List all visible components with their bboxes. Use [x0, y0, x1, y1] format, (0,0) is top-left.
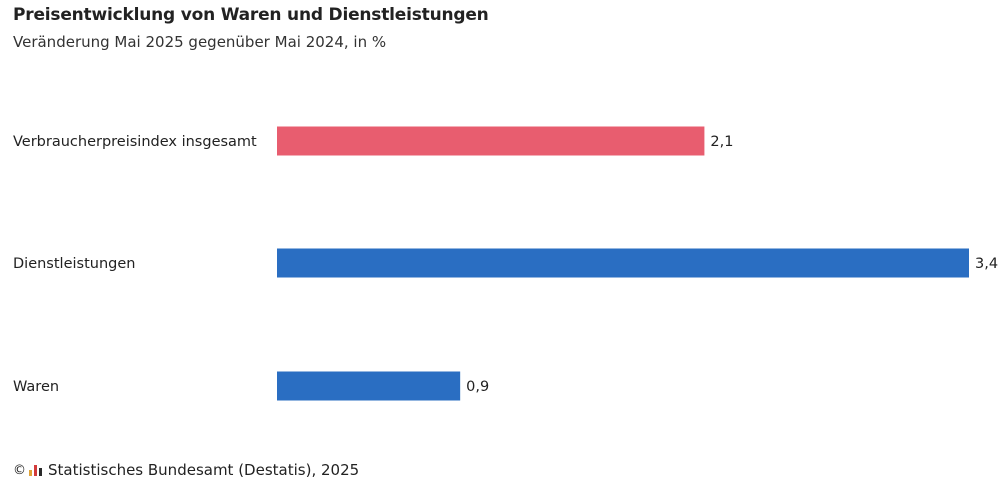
destatis-logo-icon	[29, 464, 43, 476]
category-label: Dienstleistungen	[13, 256, 135, 272]
source-line: © Statistisches Bundesamt (Destatis), 20…	[13, 461, 359, 479]
value-label: 3,4	[975, 256, 998, 272]
bar	[277, 248, 969, 278]
category-label: Waren	[13, 379, 59, 395]
value-label: 0,9	[466, 379, 489, 395]
chart-subtitle: Veränderung Mai 2025 gegenüber Mai 2024,…	[13, 33, 387, 51]
copyright-icon: ©	[13, 462, 26, 478]
value-label: 2,1	[710, 134, 733, 150]
source-text: Statistisches Bundesamt (Destatis), 2025	[48, 461, 360, 479]
category-label: Verbraucherpreisindex insgesamt	[13, 134, 257, 150]
bar	[277, 126, 705, 156]
chart-title: Preisentwicklung von Waren und Dienstlei…	[13, 5, 489, 25]
bar	[277, 371, 461, 401]
